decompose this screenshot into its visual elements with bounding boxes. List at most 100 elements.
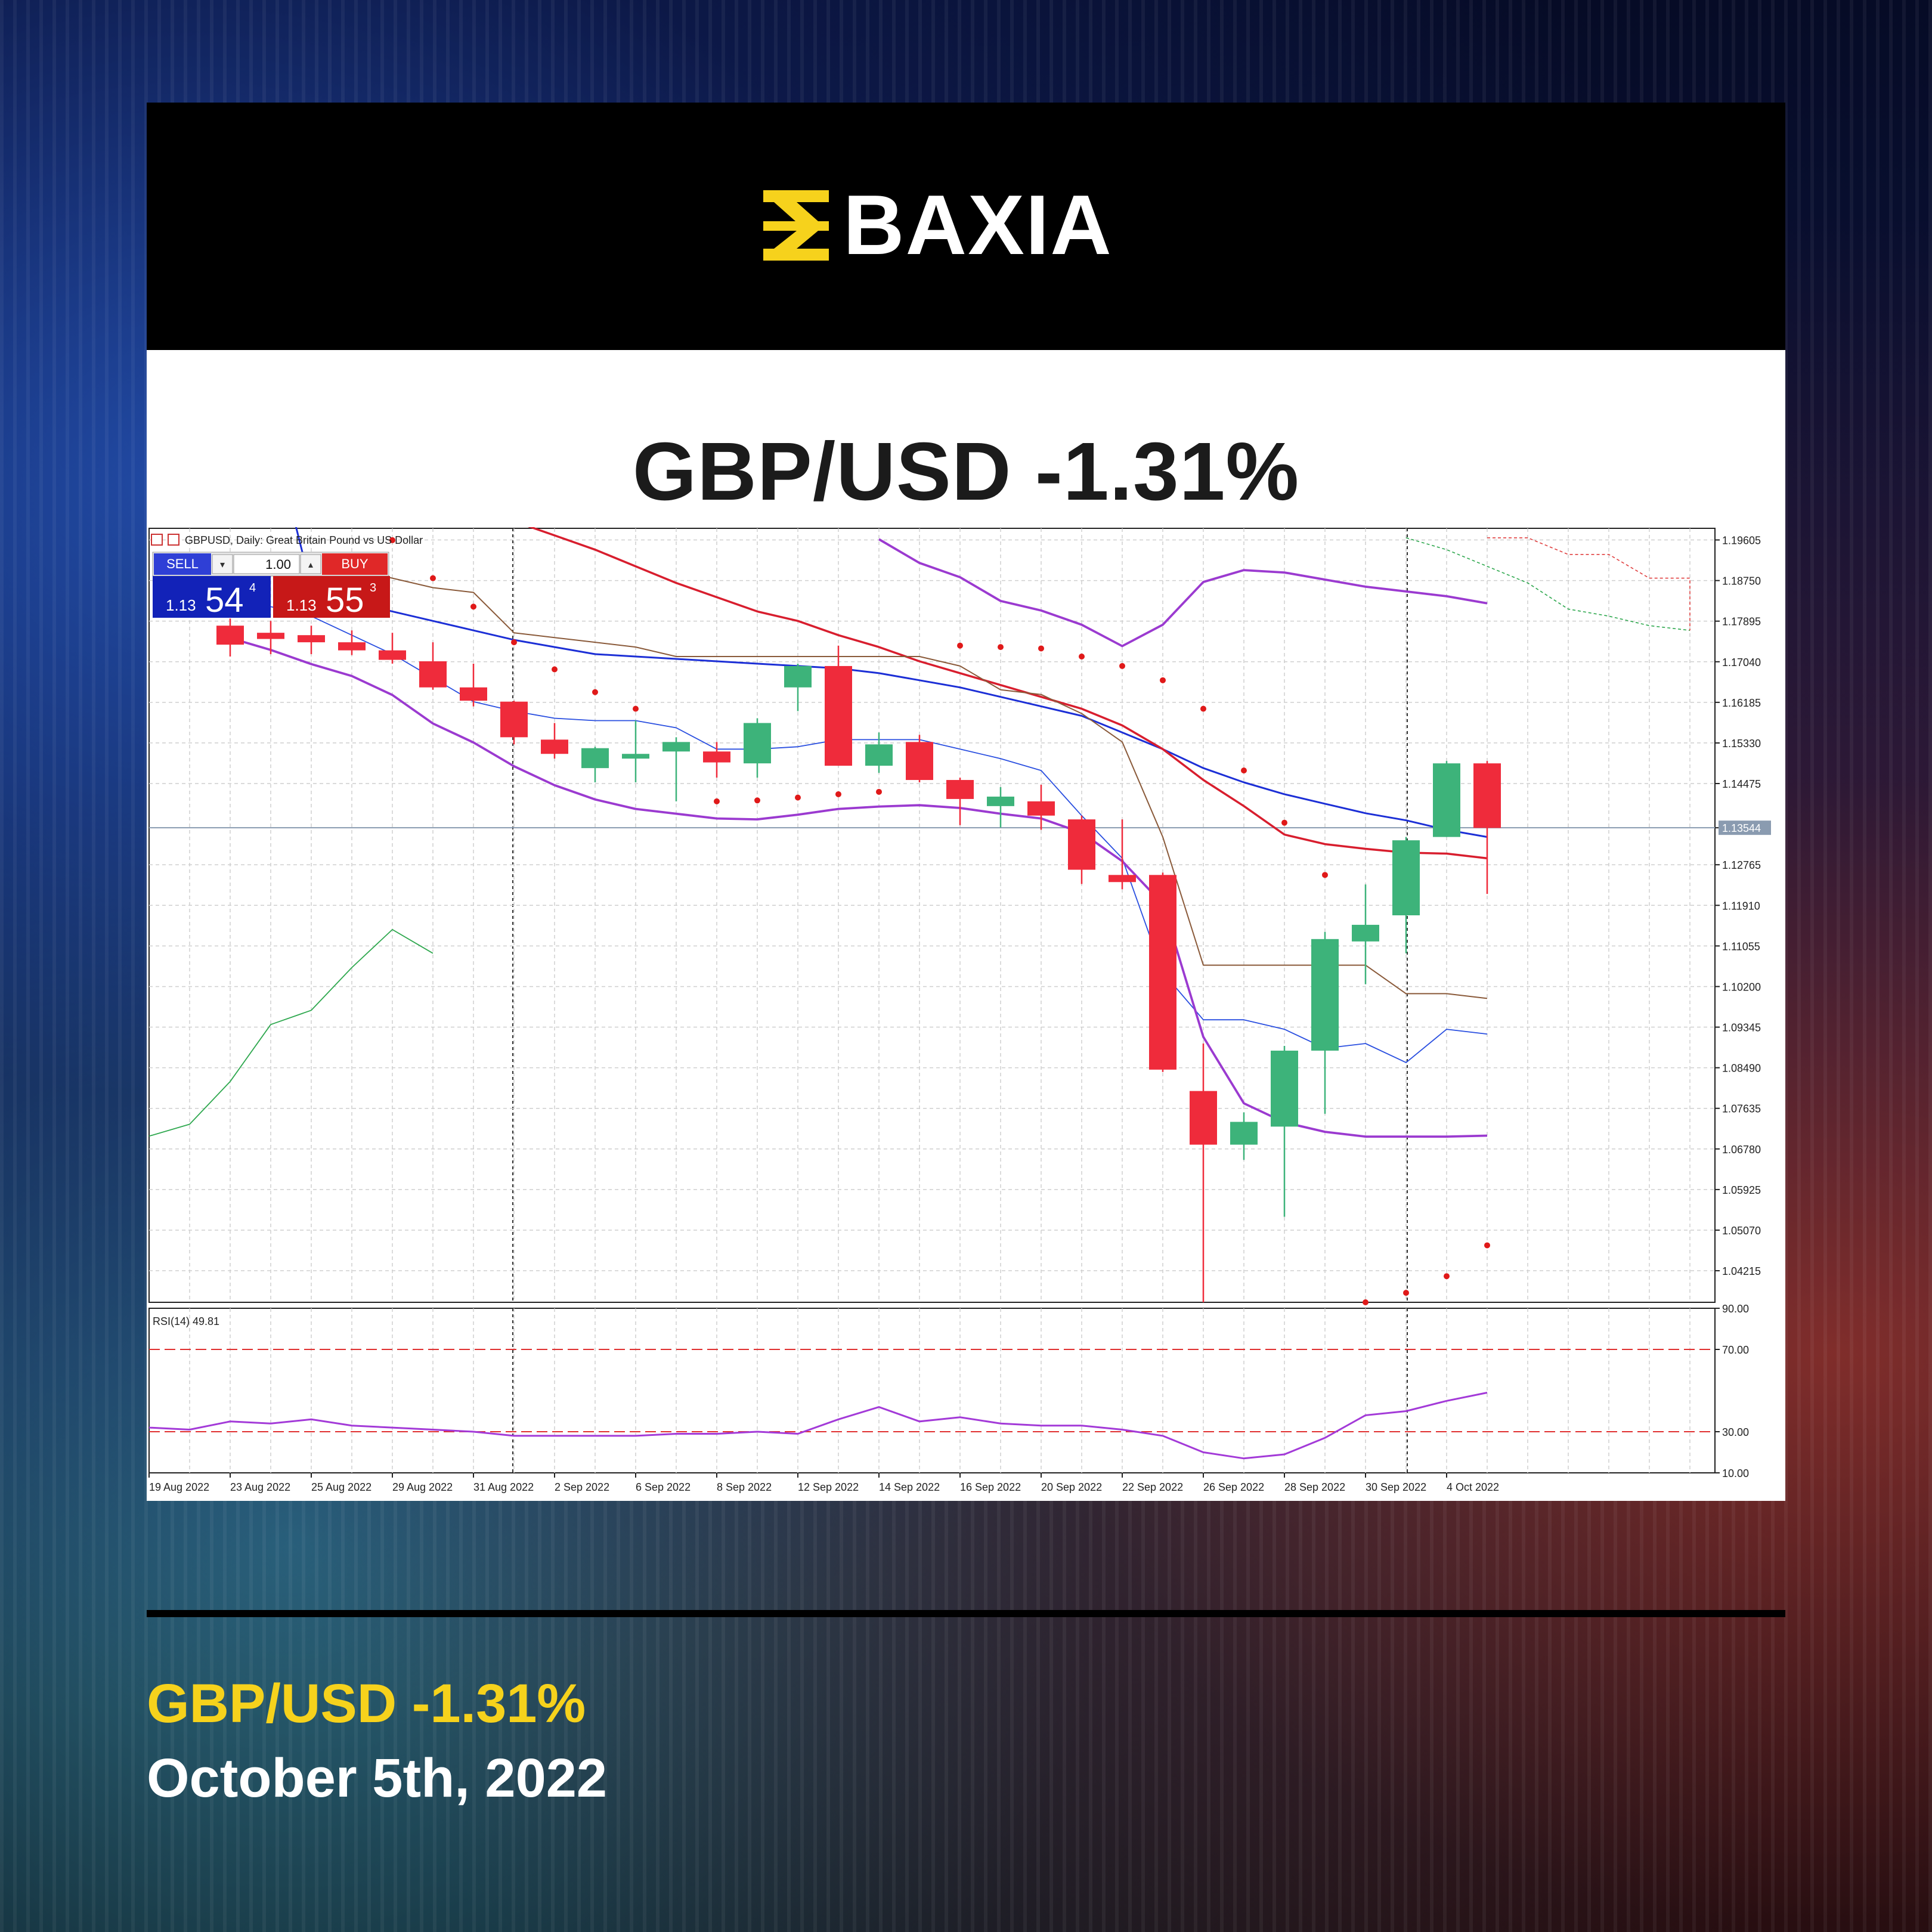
rsi-line [148, 1392, 1488, 1460]
price-tick-label: 1.09345 [1722, 1022, 1761, 1034]
price-tick-label: 1.06780 [1722, 1144, 1761, 1156]
chevron-up-icon: ▴ [308, 560, 313, 570]
baxia-logo-icon [763, 190, 829, 261]
header-bar [147, 103, 1785, 350]
footer-headline: GBP/USD -1.31% [147, 1673, 586, 1734]
candle-bearish [906, 742, 933, 781]
buy-price-fraction: 3 [370, 581, 376, 595]
candle-bullish [784, 665, 812, 688]
volume-value: 1.00 [265, 557, 291, 572]
candle-bullish [1392, 840, 1420, 915]
rsi-label: RSI(14) 49.81 [153, 1315, 219, 1327]
chart-menu-icon [151, 534, 163, 546]
rsi-tick-label: 30.00 [1722, 1426, 1749, 1438]
one-click-trading-panel: SELL ▾ 1.00 ▴ BUY 1.13 54 4 1.13 55 3 [152, 552, 390, 620]
chart-label: GBPUSD, Daily: Great Britain Pound vs US… [151, 534, 423, 546]
candle-bearish [338, 642, 366, 651]
date-tick-label: 19 Aug 2022 [149, 1481, 209, 1493]
candle-bearish [216, 626, 244, 645]
sar-dot [1200, 705, 1206, 712]
chart-grid [148, 528, 1716, 1473]
candle-bearish [419, 661, 447, 688]
sar-dot [754, 797, 760, 804]
sell-label: SELL [166, 556, 199, 571]
sar-dot [1038, 645, 1044, 652]
date-tick-label: 28 Sep 2022 [1284, 1481, 1345, 1493]
brown-indicator-line [351, 568, 1488, 999]
sar-dot [714, 798, 720, 804]
sar-dot [1241, 767, 1247, 774]
candle-bearish [460, 687, 487, 701]
sar-dot [1363, 1299, 1368, 1305]
sar-dot [957, 642, 963, 649]
rsi-tick-label: 10.00 [1722, 1467, 1749, 1479]
buy-price-pips: 55 [326, 581, 364, 620]
footer-date: October 5th, 2022 [147, 1748, 608, 1809]
sar-dot [592, 689, 598, 695]
green-indicator-line [148, 929, 434, 1137]
moving-average-blue [270, 426, 1488, 838]
date-tick-label: 4 Oct 2022 [1447, 1481, 1499, 1493]
parabolic-sar-dots [389, 537, 1490, 1305]
candle-bearish [1109, 875, 1136, 883]
buy-price-box[interactable] [273, 576, 390, 618]
sell-price-pips: 54 [205, 581, 244, 620]
rsi-pane-frame [148, 1308, 1716, 1473]
buy-price-big: 1.13 [286, 596, 317, 614]
sell-price-box[interactable] [153, 576, 271, 618]
price-tick-label: 1.05925 [1722, 1184, 1761, 1196]
buy-label: BUY [341, 556, 369, 571]
price-tick-label: 1.11910 [1722, 900, 1760, 912]
page-title: GBP/USD -1.31% [632, 426, 1300, 518]
candle-bearish [1473, 763, 1501, 828]
candle-bullish [662, 742, 690, 752]
current-price-label: 1.13544 [1722, 822, 1761, 834]
date-tick-label: 12 Sep 2022 [798, 1481, 859, 1493]
date-tick-label: 2 Sep 2022 [555, 1481, 609, 1493]
sar-dot [1160, 677, 1166, 683]
volume-up-button[interactable] [300, 554, 321, 574]
trading-chart: 1.19605 1.18750 1.17895 1.17040 1.16185 1.153… [148, 425, 1785, 1500]
buy-button[interactable] [322, 553, 388, 575]
cloud-span-a [1405, 537, 1690, 631]
candle-bearish [257, 633, 284, 639]
candle-bullish [744, 723, 771, 764]
price-tick-label: 1.16185 [1722, 697, 1761, 709]
candle-bearish [1027, 801, 1055, 816]
sar-dot [835, 791, 841, 797]
price-tick-label: 1.05070 [1722, 1225, 1761, 1237]
cloud-span-b [1487, 537, 1690, 631]
price-tick-label: 1.11055 [1722, 940, 1760, 952]
candle-bearish [541, 739, 568, 754]
candle-bearish [703, 751, 730, 763]
candle-bullish [1271, 1050, 1298, 1127]
candle-bullish [581, 748, 609, 769]
price-tick-label: 1.07635 [1722, 1103, 1761, 1115]
date-tick-label: 29 Aug 2022 [392, 1481, 453, 1493]
footer-divider [147, 1610, 1785, 1617]
candle-bullish [865, 744, 893, 766]
candle-bullish [1352, 924, 1379, 942]
sar-dot [1484, 1242, 1490, 1249]
volume-down-button[interactable] [212, 554, 233, 574]
candle-bullish [1230, 1122, 1258, 1145]
date-tick-label: 8 Sep 2022 [717, 1481, 772, 1493]
candle-bearish [379, 650, 406, 660]
rsi-tick-label: 70.00 [1722, 1344, 1749, 1356]
volume-input[interactable] [233, 554, 300, 574]
sar-dot [1281, 819, 1287, 826]
brand: BAXIA [763, 183, 1113, 268]
date-tick-label: 31 Aug 2022 [473, 1481, 534, 1493]
current-price-tag [1719, 821, 1771, 835]
candle-bullish [1311, 939, 1339, 1051]
sar-dot [1079, 654, 1085, 660]
bollinger-upper [878, 538, 1488, 648]
sell-button[interactable] [154, 553, 211, 575]
sar-dot [998, 644, 1004, 651]
price-tick-label: 1.10200 [1722, 981, 1761, 993]
sar-dot [1403, 1290, 1409, 1296]
sar-dot [1444, 1273, 1450, 1280]
candle-bearish [946, 780, 974, 799]
price-axis: 1.19605 1.18750 1.17895 1.17040 1.16185 1.153… [1715, 535, 1771, 1277]
price-tick-label: 1.15330 [1722, 738, 1761, 750]
